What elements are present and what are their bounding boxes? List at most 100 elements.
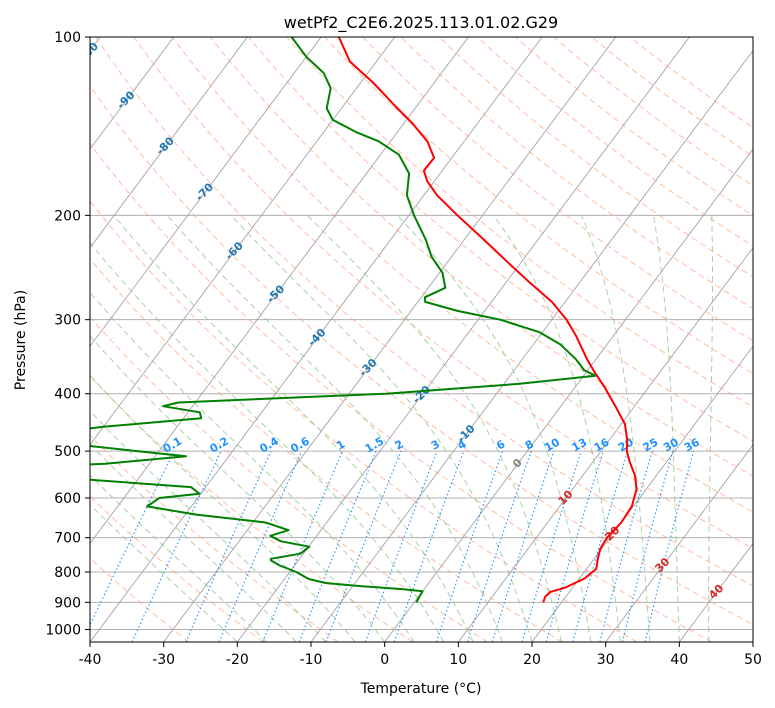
dry-adiabat-line: [400, 37, 753, 310]
dry-adiabat-line: [171, 37, 753, 513]
x-tick-label: -20: [226, 652, 249, 668]
isotherm-label: -100: [72, 39, 101, 68]
mixing-ratio-line: [491, 450, 555, 642]
isotherm-line: [90, 37, 543, 642]
dewpoint-series-line: [90, 37, 597, 603]
moist-adiabat-line: [166, 214, 503, 642]
isotherm-line: [458, 247, 753, 642]
y-tick-label: 600: [54, 491, 81, 507]
isotherm-line: [679, 542, 753, 642]
mixing-ratio-line: [644, 450, 695, 642]
isotherm-label: -40: [305, 326, 328, 349]
mixing-ratio-label: 13: [570, 436, 590, 455]
moist-adiabat-line: [90, 410, 327, 642]
moist-adiabat-line: [307, 214, 562, 642]
isotherm-line: [163, 37, 617, 642]
moist-adiabat-line: [90, 474, 268, 642]
moist-adiabat-line: [493, 215, 621, 642]
isotherm-line: [605, 444, 753, 642]
y-tick-label: 400: [54, 387, 81, 403]
mixing-ratio-label: 1: [334, 438, 347, 453]
isotherm-label: -90: [114, 88, 137, 111]
mixing-ratio-line: [218, 450, 303, 642]
dry-adiabat-line: [553, 37, 753, 187]
moist-adiabat-line: [396, 214, 592, 642]
moist-adiabat-line: [90, 374, 356, 642]
mixing-ratio-label: 6: [494, 437, 507, 452]
mixing-ratio-line: [298, 450, 377, 642]
dry-adiabat-line: [248, 37, 753, 442]
mixing-ratio-label: 8: [523, 438, 536, 453]
dry-adiabat-line: [438, 37, 753, 278]
y-axis-title: Pressure (hPa): [13, 290, 29, 390]
x-tick-label: 30: [597, 652, 615, 668]
x-tick-label: 40: [670, 652, 688, 668]
y-tick-label: 700: [54, 531, 81, 547]
mixing-ratio-line: [599, 450, 653, 642]
y-tick-label: 300: [54, 313, 81, 329]
dry-adiabat-line: [362, 37, 753, 342]
mixing-ratio-line: [621, 450, 674, 642]
dry-adiabat-line: [90, 200, 638, 642]
mixing-ratio-line: [466, 450, 532, 642]
isotherm-label: -60: [223, 239, 246, 262]
mixing-ratio-line: [393, 450, 465, 642]
dry-adiabat-line: [476, 37, 753, 247]
dry-adiabat-line: [90, 142, 712, 642]
moist-adiabat-line: [90, 241, 445, 642]
dry-adiabat-line: [90, 316, 488, 642]
temperature-series-line: [337, 37, 638, 603]
mixing-ratio-line: [262, 450, 344, 642]
dry-adiabat-line: [95, 37, 753, 587]
moist-adiabat-line: [90, 443, 297, 642]
x-tick-label: -40: [79, 652, 102, 668]
y-tick-label: 200: [54, 208, 81, 224]
x-axis-title: Temperature (°C): [360, 681, 482, 697]
moist-adiabat-line: [113, 214, 474, 642]
mixing-ratio-line: [545, 450, 604, 642]
isotherm-label: -20: [410, 383, 433, 406]
isotherm-line: [90, 37, 322, 347]
mixing-ratio-label: 0.4: [258, 434, 282, 455]
dry-adiabat-line: [90, 375, 414, 642]
moist-adiabat-line: [90, 335, 386, 642]
moist-adiabat-line: [653, 215, 680, 642]
moist-adiabat-line: [230, 214, 533, 642]
isotherm-label: -70: [193, 180, 216, 203]
isotherm-label: -30: [356, 356, 379, 379]
mixing-ratio-label: 16: [592, 435, 612, 454]
dry-adiabat-line: [286, 37, 753, 408]
y-tick-label: 800: [54, 565, 81, 581]
isotherm-line: [90, 37, 469, 545]
mixing-ratio-label: 0.6: [288, 434, 312, 455]
x-tick-label: 10: [449, 652, 467, 668]
dry-adiabat-line: [90, 85, 753, 626]
x-tick-label: -30: [152, 652, 175, 668]
mixing-ratio-line: [131, 450, 222, 642]
mixing-ratio-label: 2: [393, 438, 406, 453]
y-tick-label: 1000: [45, 622, 81, 638]
plot-frame: [89, 36, 754, 643]
mixing-ratio-label: 10: [542, 435, 562, 454]
dry-adiabat-line: [133, 37, 753, 550]
dry-adiabat-line: [324, 37, 753, 375]
moist-adiabat-line: [581, 215, 651, 642]
mixing-ratio-line: [325, 450, 402, 642]
y-tick-label: 100: [54, 30, 81, 46]
x-tick-label: 0: [380, 652, 389, 668]
x-tick-label: -10: [300, 652, 323, 668]
x-tick-label: 50: [744, 652, 762, 668]
mixing-ratio-label: 30: [661, 435, 681, 454]
profile-lines: [90, 37, 638, 603]
lcl-label: 0: [510, 456, 525, 471]
isotherm-label: -50: [264, 282, 287, 305]
mixing-ratio-label: 0.1: [161, 435, 184, 456]
isotherm-line: [90, 37, 248, 249]
moist-adiabat-line: [708, 215, 713, 642]
mixing-ratio-label: 25: [641, 436, 661, 455]
isotherm-line: [384, 148, 753, 642]
mixing-ratio-label: 36: [682, 435, 702, 454]
isotherm-line: [752, 641, 753, 642]
isotherm-line: [90, 37, 175, 150]
dry-adiabat-line: [90, 258, 563, 642]
